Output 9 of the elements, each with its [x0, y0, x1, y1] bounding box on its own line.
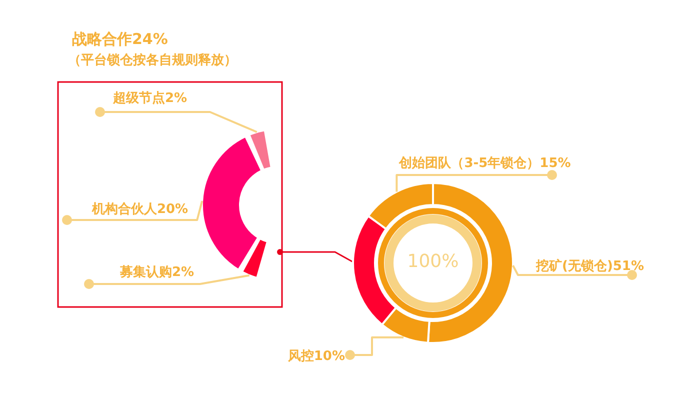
slice-label: 创始团队（3-5年锁仓）15% [398, 156, 571, 171]
text: 100% [406, 251, 460, 272]
chart-title: 战略合作24% [72, 30, 168, 49]
slice-label: 超级节点2% [112, 90, 188, 106]
slice-label: 机构合伙人20% [90, 201, 188, 217]
slice-label: 风控10% [286, 349, 345, 364]
slice-label: 募集认购2% [118, 265, 194, 280]
slice-label: 挖矿(无锁仓)51% [535, 258, 644, 274]
chart-subtitle: （平台锁仓按各自规则释放） [68, 52, 237, 69]
